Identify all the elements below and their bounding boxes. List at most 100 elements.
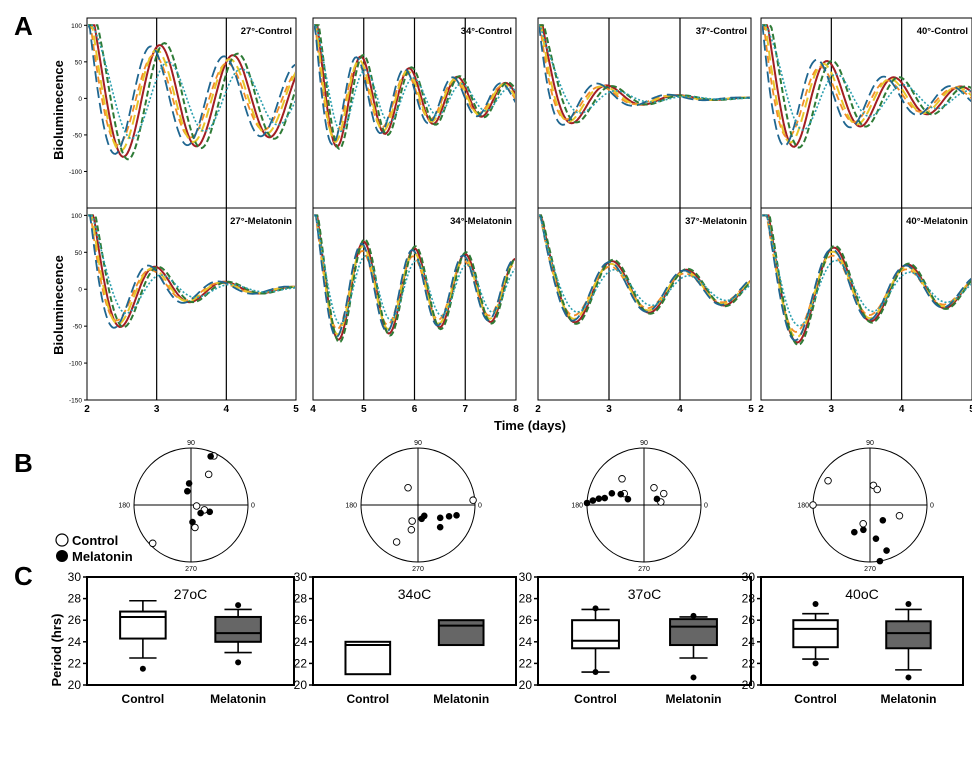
y-tick-label: 26 (519, 613, 533, 627)
x-tick-label: 5 (361, 404, 367, 415)
melatonin-phase-point (185, 480, 193, 487)
timeseries-subplot: 2 3 4 5 40°-Melatonin (758, 207, 972, 415)
series-line-red (762, 24, 971, 148)
panel-a-ylabel-top: Bioluminecence (51, 60, 66, 160)
control-phase-point (809, 501, 817, 509)
melatonin-phase-point (595, 495, 603, 502)
y-tick-label: 20 (68, 678, 82, 692)
outlier-point (592, 605, 599, 612)
series-line-teal (539, 214, 750, 313)
control-phase-point (408, 517, 416, 525)
y-tick-label: 24 (294, 635, 308, 649)
phase-label-90: 90 (640, 440, 648, 447)
x-tick-label: 4 (310, 404, 316, 415)
outlier-point (235, 602, 242, 609)
phase-label-0: 0 (251, 503, 255, 510)
melatonin-phase-point (601, 494, 609, 502)
phase-label-90: 90 (866, 440, 874, 447)
control-phase-point (392, 538, 401, 546)
y-tick-label: 100 (71, 213, 82, 220)
series-line-yellow (762, 24, 971, 144)
y-tick-label: 24 (519, 635, 533, 649)
y-tick-label: 20 (742, 678, 756, 692)
series-line-red (88, 214, 295, 329)
series-line-orange (88, 214, 295, 322)
series-line-blue (762, 24, 971, 147)
series-line-green (539, 24, 750, 124)
x-tick-label: 8 (513, 404, 519, 415)
x-tick-label: 4 (677, 404, 683, 415)
timeseries-subplot: 40°-Control (760, 17, 972, 209)
control-phase-point (407, 526, 416, 534)
x-tick-label: 4 (224, 404, 230, 415)
panel-b-phase-plots: 90 270 180 0 90 270 180 0 90 270 180 0 90 270 180 0 (118, 440, 934, 573)
series-line-yellow (88, 214, 295, 326)
x-tick-label: 5 (969, 404, 972, 415)
outlier-point (812, 601, 819, 607)
melatonin-phase-point (876, 557, 884, 565)
y-tick-label: -50 (73, 324, 83, 331)
series-line-orange (539, 214, 750, 317)
panel-label-c: C (14, 561, 33, 591)
y-tick-label: 0 (78, 96, 82, 103)
series-line-green (88, 24, 295, 161)
legend-melatonin-label: Melatonin (72, 549, 133, 564)
y-tick-label: 22 (742, 656, 756, 670)
melatonin-phase-point (653, 495, 661, 503)
melatonin-phase-point (872, 535, 880, 542)
melatonin-phase-point (197, 509, 204, 517)
melatonin-phase-point (583, 499, 591, 507)
subplot-title: 40°-Melatonin (906, 216, 968, 227)
series-line-blue (314, 214, 515, 339)
series-line-blue (539, 214, 750, 322)
y-tick-label: 0 (78, 287, 82, 294)
series-line-yellow (539, 214, 750, 320)
panel-label-a: A (14, 11, 33, 41)
outlier-point (905, 674, 912, 681)
y-tick-label: 22 (68, 656, 82, 670)
y-tick-label: 28 (68, 592, 82, 606)
series-line-green (539, 214, 750, 325)
y-tick-label: 100 (71, 23, 82, 30)
legend-control-marker (55, 533, 69, 547)
panel-a-ylabel-bottom: Bioluminecence (51, 255, 66, 355)
category-label: Melatonin (665, 692, 721, 706)
series-line-yellow (539, 24, 750, 123)
series-line-yellow (314, 24, 515, 143)
series-line-red (88, 24, 295, 158)
y-tick-label: -100 (69, 169, 82, 176)
y-tick-label: -50 (73, 132, 83, 139)
series-line-teal (314, 214, 515, 326)
boxplot-title: 27oC (174, 586, 207, 602)
melatonin-phase-point (445, 513, 453, 520)
y-tick-label: 30 (68, 570, 82, 584)
melatonin-phase-point (617, 490, 625, 498)
x-tick-label: 2 (758, 404, 764, 415)
y-tick-label: 28 (294, 592, 308, 606)
series-line-red (314, 24, 515, 148)
panel-c-boxplots: 20 22 24 26 28 30 27oC Control Melatonin 20 22 24 26… (68, 570, 964, 706)
box-iqr (119, 610, 167, 640)
phase-plot: 90 270 180 0 (571, 440, 708, 573)
y-tick-label: 50 (75, 59, 83, 66)
y-tick-label: 22 (294, 656, 308, 670)
subplot-title: 27°-Control (241, 26, 292, 37)
category-label: Control (574, 692, 617, 706)
y-tick-label: 26 (742, 613, 756, 627)
series-line-blue (88, 214, 295, 329)
phase-label-270: 270 (185, 566, 197, 573)
control-phase-point (873, 485, 881, 494)
timeseries-subplot: 100 50 0 -50 -100 27°-Control (69, 17, 297, 209)
y-tick-label: 24 (742, 635, 756, 649)
y-tick-label: 50 (75, 250, 83, 257)
box-iqr (344, 640, 392, 676)
panel-label-b: B (14, 448, 33, 478)
subplot-frame (537, 207, 752, 401)
timeseries-subplot: 4 5 6 7 8 34°-Melatonin (310, 207, 519, 415)
outlier-point (235, 659, 242, 666)
outlier-point (812, 660, 819, 667)
y-tick-label: 26 (68, 613, 82, 627)
subplot-title: 34°-Melatonin (450, 216, 512, 227)
phase-label-180: 180 (571, 503, 583, 510)
melatonin-phase-point (453, 512, 460, 519)
